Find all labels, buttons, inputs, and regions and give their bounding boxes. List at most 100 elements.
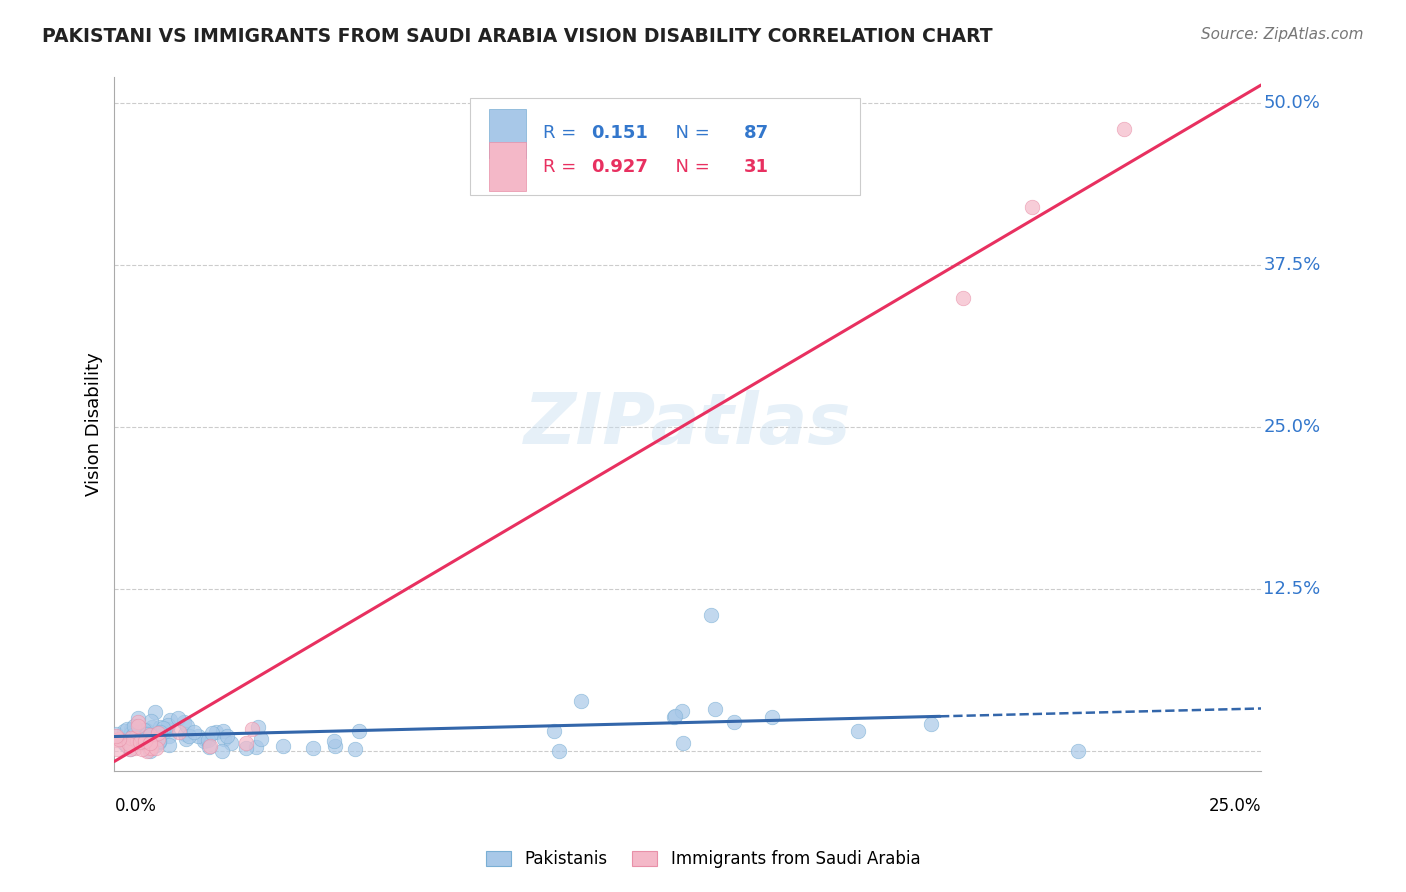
Point <box>146 725 169 739</box>
Point <box>127 711 149 725</box>
Text: N =: N = <box>664 124 716 142</box>
Point <box>134 733 156 747</box>
Point <box>1112 122 1135 136</box>
Point <box>1021 200 1043 214</box>
Point <box>672 735 695 749</box>
Point <box>146 731 169 746</box>
Point <box>173 727 195 741</box>
Point <box>124 731 146 746</box>
Point <box>200 739 222 754</box>
Point <box>125 722 148 736</box>
Point <box>249 731 271 746</box>
Point <box>149 720 172 734</box>
Point <box>121 727 143 741</box>
Point <box>148 734 170 748</box>
Point <box>141 731 163 745</box>
Point <box>344 742 367 756</box>
Text: PAKISTANI VS IMMIGRANTS FROM SAUDI ARABIA VISION DISABILITY CORRELATION CHART: PAKISTANI VS IMMIGRANTS FROM SAUDI ARABI… <box>42 27 993 45</box>
Point <box>118 741 141 756</box>
Point <box>349 723 371 738</box>
Point <box>671 704 693 718</box>
Point <box>662 710 685 724</box>
Point <box>112 736 135 750</box>
Bar <box>489 143 526 191</box>
Text: 37.5%: 37.5% <box>1264 256 1320 275</box>
Point <box>235 740 257 755</box>
Point <box>148 735 170 749</box>
Point <box>704 702 727 716</box>
Point <box>127 735 149 749</box>
Point <box>153 724 176 739</box>
Point <box>159 713 181 727</box>
Point <box>127 734 149 748</box>
Point <box>145 741 167 756</box>
Point <box>141 720 163 734</box>
Point <box>177 729 200 743</box>
Point <box>217 729 239 743</box>
Text: R =: R = <box>543 158 582 176</box>
Point <box>174 731 197 746</box>
Text: 25.0%: 25.0% <box>1209 797 1261 814</box>
Point <box>120 731 142 745</box>
Point <box>124 740 146 755</box>
Y-axis label: Vision Disability: Vision Disability <box>86 352 103 496</box>
Point <box>302 741 325 756</box>
Point <box>157 738 180 752</box>
Point <box>105 727 128 741</box>
Point <box>152 721 174 735</box>
Point <box>114 739 136 753</box>
Text: 31: 31 <box>744 158 769 176</box>
Point <box>235 736 257 750</box>
Point <box>139 736 162 750</box>
Text: 12.5%: 12.5% <box>1264 581 1320 599</box>
Point <box>112 723 135 738</box>
Point <box>129 735 152 749</box>
Point <box>128 725 150 739</box>
Point <box>118 737 141 751</box>
Point <box>127 719 149 733</box>
Point <box>205 724 228 739</box>
Point <box>132 729 155 743</box>
Point <box>187 729 209 743</box>
Point <box>1067 744 1090 758</box>
Point <box>129 736 152 750</box>
Point <box>699 608 721 623</box>
Point <box>136 744 159 758</box>
Point <box>212 731 235 746</box>
Point <box>145 738 167 752</box>
Point <box>115 732 138 747</box>
Point <box>139 728 162 742</box>
Point <box>141 741 163 756</box>
Point <box>134 733 156 747</box>
Point <box>115 723 138 737</box>
Point <box>135 723 157 738</box>
Point <box>157 718 180 732</box>
Point <box>122 719 145 733</box>
Text: 0.927: 0.927 <box>592 158 648 176</box>
Point <box>173 715 195 730</box>
Point <box>143 706 166 720</box>
Text: N =: N = <box>664 158 716 176</box>
Point <box>141 714 163 728</box>
Point <box>183 724 205 739</box>
Point <box>846 723 869 738</box>
Point <box>323 734 346 748</box>
Legend: Pakistanis, Immigrants from Saudi Arabia: Pakistanis, Immigrants from Saudi Arabia <box>479 844 927 875</box>
Point <box>143 732 166 747</box>
Point <box>219 736 242 750</box>
Point <box>543 724 565 739</box>
Point <box>198 740 221 755</box>
Point <box>211 744 233 758</box>
Point <box>120 742 142 756</box>
Point <box>104 729 127 743</box>
Point <box>194 732 217 747</box>
Text: 25.0%: 25.0% <box>1264 418 1320 436</box>
Point <box>122 731 145 746</box>
Point <box>761 709 783 723</box>
Text: 0.151: 0.151 <box>592 124 648 142</box>
Point <box>120 726 142 740</box>
Point <box>212 723 235 738</box>
Point <box>723 714 745 729</box>
Point <box>117 733 139 747</box>
Point <box>131 742 153 756</box>
